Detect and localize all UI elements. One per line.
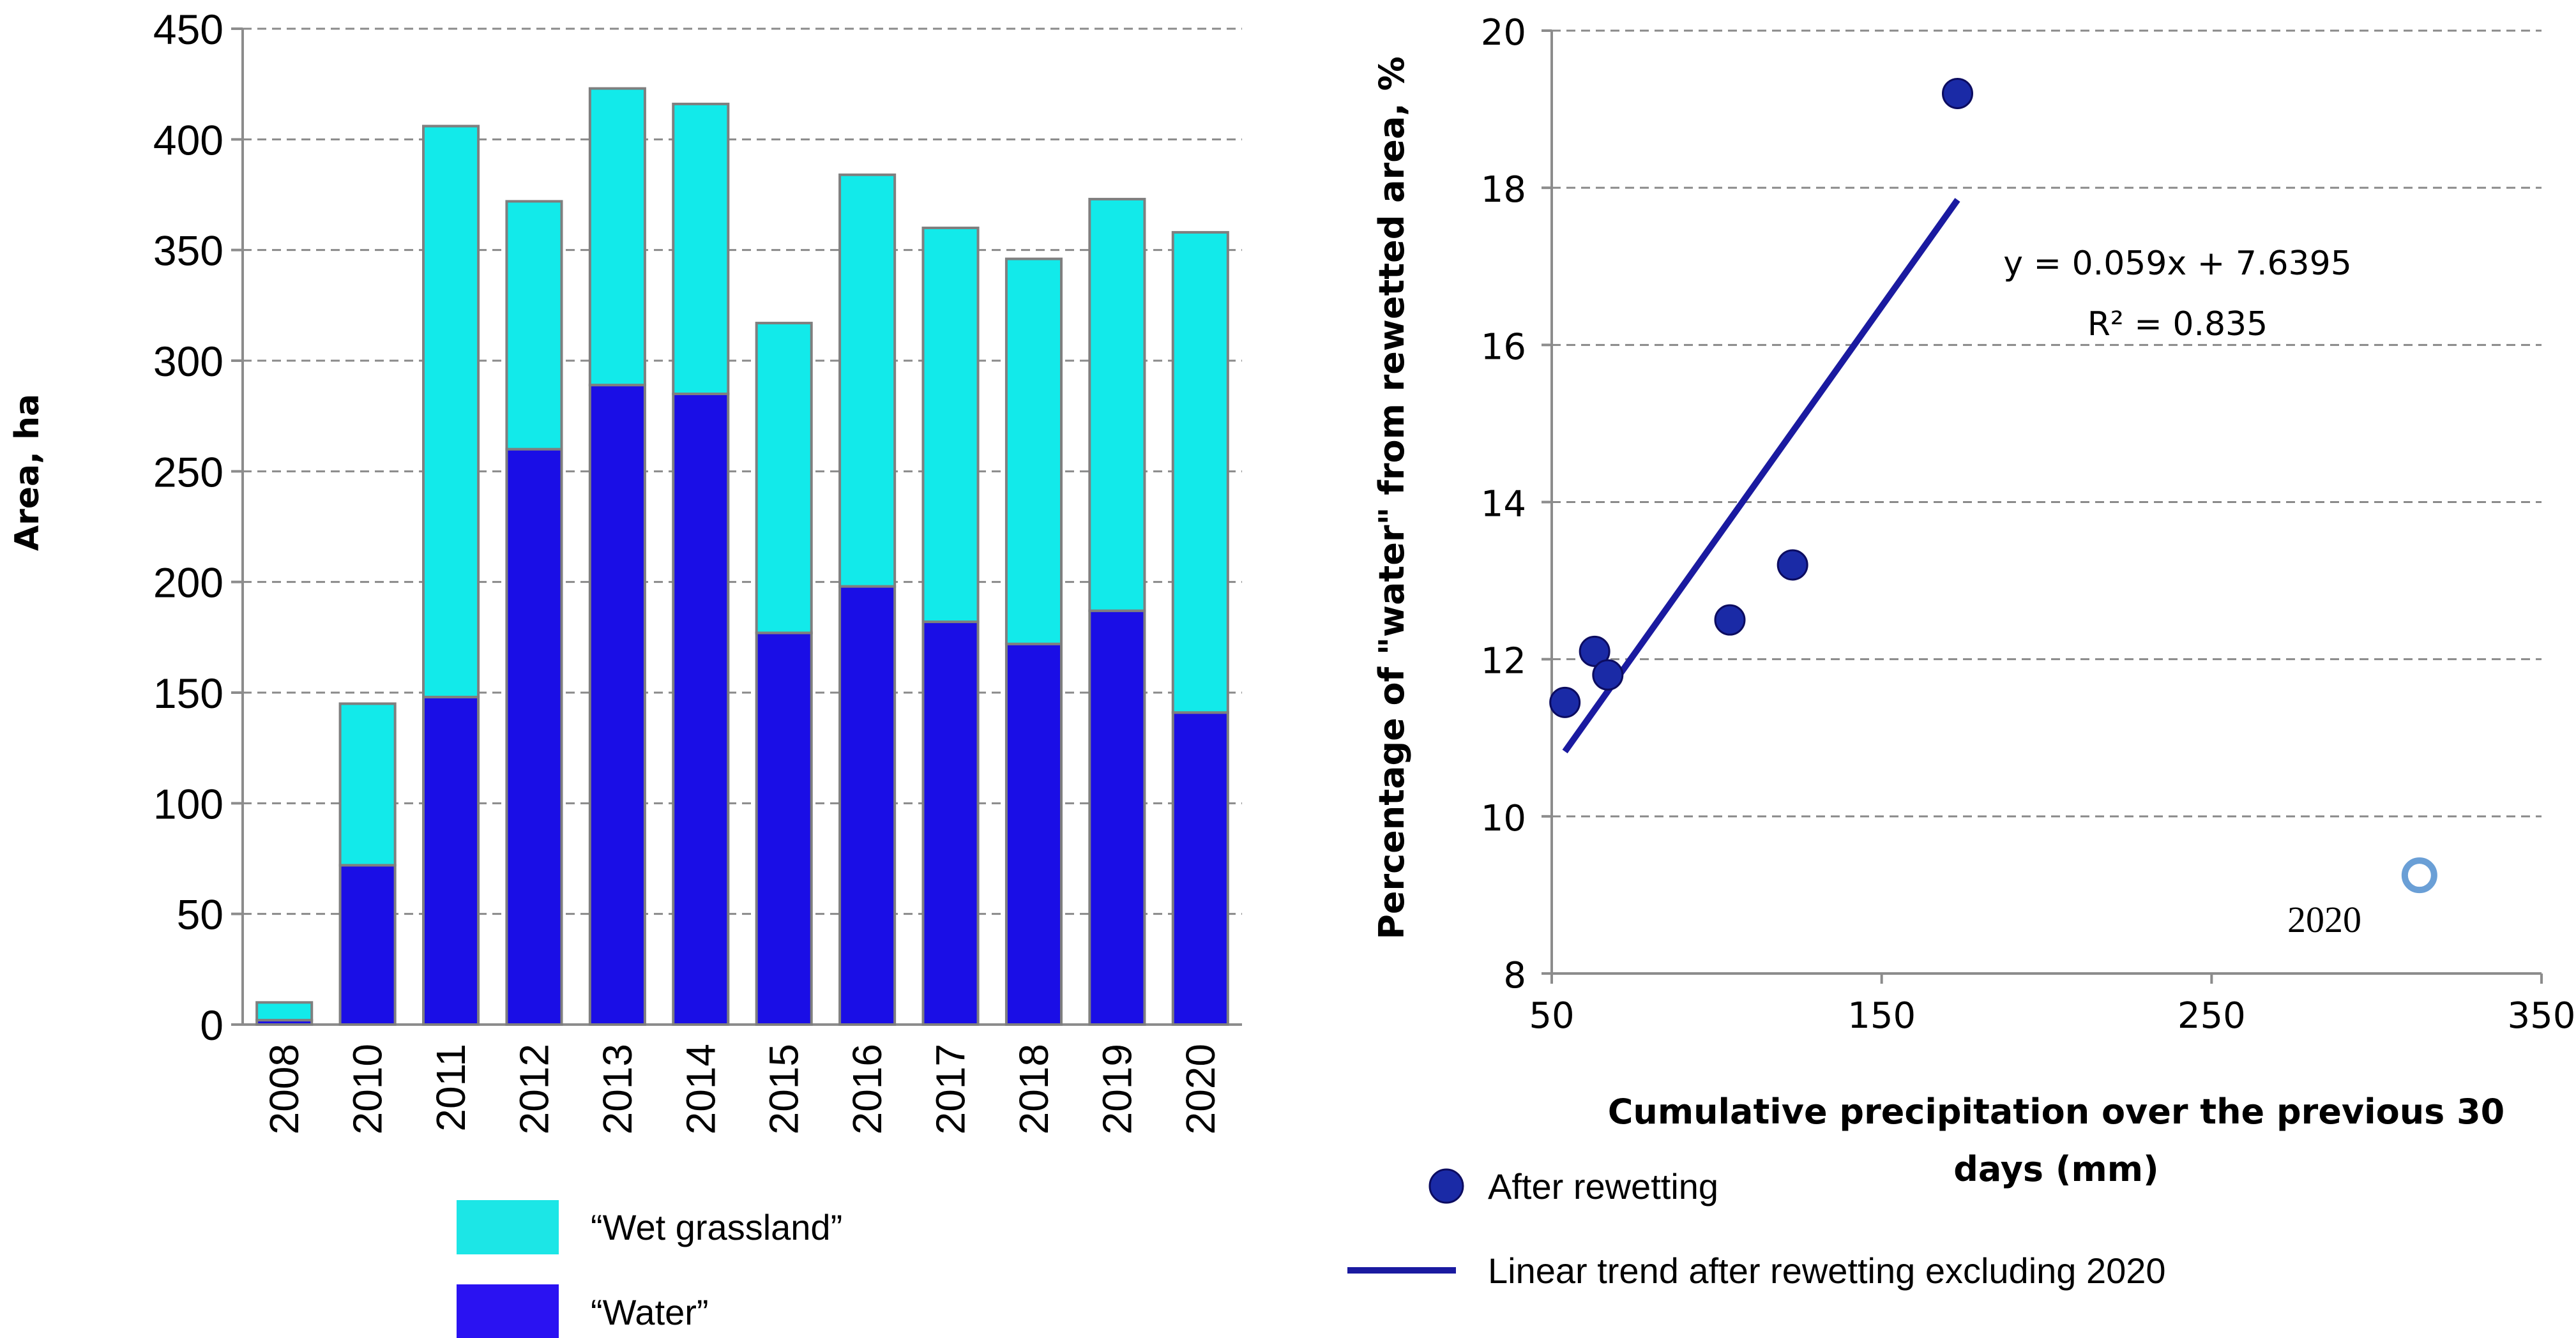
point-annotation-2020: 2020	[2287, 899, 2361, 940]
bar-y-tick-label: 300	[153, 338, 224, 385]
bar-wet-grassland-2019	[1088, 197, 1146, 612]
bar-category-label: 2014	[678, 1044, 724, 1134]
scatter-point-2020	[2401, 857, 2437, 894]
bar-y-tick-label: 100	[153, 780, 224, 827]
bar-category-label: 2015	[761, 1044, 807, 1134]
bar-category-label: 2020	[1178, 1044, 1224, 1134]
bar-wet-grassland-2018	[1004, 257, 1063, 645]
scatter-x-tick-labels: 50 150 250 350	[1529, 973, 2575, 1037]
trend-equation: y = 0.059x + 7.6395	[2003, 244, 2352, 283]
trend-r-squared: R² = 0.835	[2087, 305, 2268, 343]
bar-y-axis-label: Area, ha	[8, 394, 47, 551]
legend-label-wet-grassland: “Wet grassland”	[591, 1207, 842, 1247]
scatter-y-axis-label: Percentage of "water" from rewetted area…	[1372, 56, 1412, 939]
bar-wet-grassland-2017	[921, 227, 980, 624]
bar-water-2012	[505, 447, 563, 1026]
bar-water-2017	[921, 620, 980, 1026]
scatter-y-tick-label: 12	[1481, 641, 1526, 682]
scatter-x-tick-label: 150	[1847, 995, 1916, 1037]
bar-water-2013	[588, 384, 646, 1026]
bar-water-2016	[838, 585, 897, 1026]
scatter-point-after-rewetting	[1579, 635, 1610, 667]
bar-y-tick-label: 400	[153, 116, 224, 163]
bar-wet-grassland-2015	[755, 322, 813, 635]
bar-water-2020	[1171, 711, 1229, 1026]
scatter-gridlines	[1552, 29, 2542, 818]
bar-series	[255, 87, 1229, 1026]
bar-category-label: 2018	[1011, 1044, 1057, 1134]
scatter-points	[1549, 77, 2437, 894]
legend-swatch-water	[457, 1284, 559, 1338]
scatter-point-after-rewetting	[1777, 549, 1808, 581]
bar-water-2010	[338, 864, 397, 1026]
bar-category-label: 2013	[595, 1044, 640, 1134]
legend-label-trend: Linear trend after rewetting excluding 2…	[1488, 1251, 2166, 1291]
bar-wet-grassland-2012	[505, 200, 563, 451]
scatter-point-after-rewetting	[1549, 686, 1581, 718]
legend-label-after-rewetting: After rewetting	[1488, 1166, 1718, 1206]
bar-wet-grassland-2014	[672, 102, 730, 395]
bar-wet-grassland-2020	[1171, 230, 1229, 714]
scatter-point-after-rewetting	[1942, 77, 1973, 109]
scatter-chart: 8 10 12 14 16 18 20 50 150 250 350 Percentage of …	[1347, 12, 2575, 1291]
scatter-y-tick-label: 14	[1481, 484, 1526, 525]
bar-y-tick-label: 250	[153, 448, 224, 495]
bar-y-tick-label: 0	[200, 1002, 224, 1049]
legend-label-water: “Water”	[591, 1292, 709, 1332]
bar-water-2019	[1088, 609, 1146, 1026]
scatter-y-tick-label: 16	[1481, 326, 1526, 368]
scatter-point-after-rewetting	[1714, 604, 1746, 636]
scatter-point-after-rewetting	[1592, 659, 1624, 691]
scatter-y-tick-label: 10	[1481, 798, 1526, 839]
bar-category-label: 2010	[345, 1044, 391, 1134]
scatter-x-tick-label: 350	[2508, 995, 2576, 1037]
bar-category-label: 2008	[261, 1044, 307, 1134]
bar-category-label: 2019	[1094, 1044, 1140, 1134]
bar-gridlines	[243, 27, 1242, 915]
bar-category-label: 2017	[928, 1044, 974, 1134]
scatter-y-tick-label: 8	[1503, 955, 1526, 996]
bar-y-tick-label: 450	[153, 6, 224, 53]
bar-water-2014	[672, 393, 730, 1026]
bar-wet-grassland-2008	[255, 1001, 314, 1022]
bar-wet-grassland-2016	[838, 173, 897, 588]
bar-water-2018	[1004, 642, 1063, 1026]
bar-wet-grassland-2010	[338, 702, 397, 867]
scatter-y-tick-labels: 8 10 12 14 16 18 20	[1481, 12, 1552, 996]
scatter-y-tick-label: 20	[1481, 12, 1526, 54]
trend-line	[1562, 198, 1960, 754]
bar-y-tick-labels: 0 50 100 150 200 250 300 350 400 450	[153, 6, 243, 1049]
scatter-x-axis-label-line1: Cumulative precipitation over the previo…	[1608, 1092, 2504, 1132]
bar-category-label: 2012	[511, 1044, 557, 1134]
scatter-x-tick-label: 50	[1529, 995, 1574, 1037]
legend-swatch-wet-grassland	[457, 1200, 559, 1254]
bar-legend: “Wet grassland” “Water”	[457, 1200, 842, 1338]
bar-category-label: 2011	[428, 1044, 474, 1132]
bar-y-tick-label: 200	[153, 559, 224, 606]
bar-y-tick-label: 50	[177, 891, 224, 938]
bar-water-2011	[422, 695, 480, 1026]
bar-wet-grassland-2013	[588, 87, 646, 387]
bar-category-label: 2016	[844, 1044, 890, 1134]
scatter-x-axis-label-line2: days (mm)	[1953, 1149, 2158, 1189]
scatter-x-tick-label: 250	[2178, 995, 2246, 1037]
bar-chart: 0 50 100 150 200 250 300 350 400 450 Area, ha 200…	[8, 6, 1242, 1338]
scatter-y-tick-label: 18	[1481, 169, 1526, 211]
bar-y-tick-label: 150	[153, 670, 224, 717]
bar-y-tick-label: 350	[153, 227, 224, 274]
scatter-legend: After rewetting Linear trend after rewet…	[1347, 1166, 2166, 1291]
bar-water-2015	[755, 631, 813, 1026]
legend-marker-after-rewetting	[1428, 1168, 1464, 1204]
bar-category-labels: 2008 2010 2011 2012 2013 2014 2015 2016 2017 2018…	[261, 1044, 1224, 1134]
bar-wet-grassland-2011	[422, 124, 480, 698]
